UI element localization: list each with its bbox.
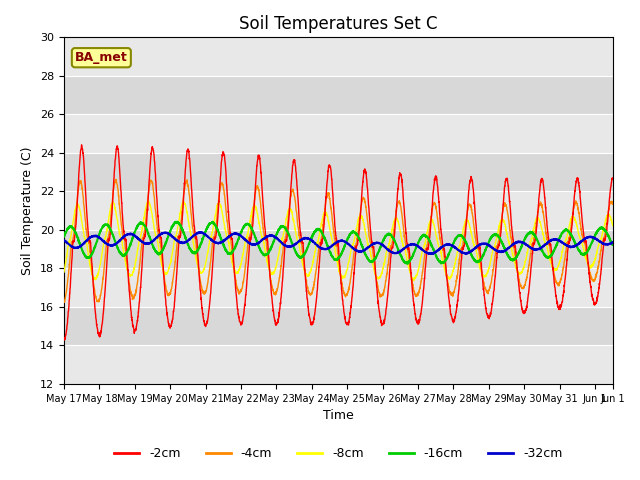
Bar	[64, 192, 612, 230]
Bar	[64, 307, 612, 346]
Legend: -2cm, -4cm, -8cm, -16cm, -32cm: -2cm, -4cm, -8cm, -16cm, -32cm	[109, 442, 568, 465]
Bar	[64, 37, 612, 76]
Text: BA_met: BA_met	[75, 51, 128, 64]
Bar	[64, 153, 612, 192]
Bar	[64, 268, 612, 307]
Bar	[64, 114, 612, 153]
Title: Soil Temperatures Set C: Soil Temperatures Set C	[239, 15, 438, 33]
Bar	[64, 76, 612, 114]
Bar	[64, 346, 612, 384]
Bar	[64, 230, 612, 268]
X-axis label: Time: Time	[323, 409, 354, 422]
Y-axis label: Soil Temperature (C): Soil Temperature (C)	[22, 146, 35, 275]
